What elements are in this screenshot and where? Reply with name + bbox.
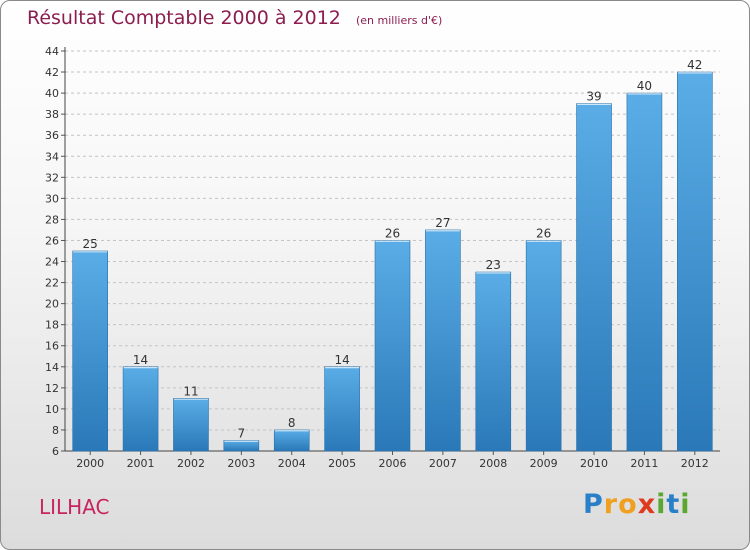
logo-letter: t <box>666 489 681 520</box>
y-tick-label: 10 <box>45 403 59 416</box>
data-label: 11 <box>183 384 198 398</box>
y-tick-label: 38 <box>45 108 59 121</box>
bar <box>626 92 663 452</box>
y-tick-label: 22 <box>45 277 59 290</box>
y-tick-label: 40 <box>45 87 59 100</box>
y-tick-label: 26 <box>45 234 59 247</box>
data-label: 26 <box>385 226 400 240</box>
data-label: 14 <box>334 353 349 367</box>
data-label: 40 <box>637 79 652 93</box>
data-label: 42 <box>687 58 702 72</box>
bar <box>324 366 360 452</box>
x-tick-label: 2009 <box>530 457 558 470</box>
bar <box>72 250 108 452</box>
data-label: 27 <box>435 216 450 230</box>
data-label: 8 <box>288 416 296 430</box>
data-label: 39 <box>586 90 601 104</box>
x-tick-label: 2000 <box>76 457 104 470</box>
y-tick-label: 16 <box>45 340 59 353</box>
logo-letter: i <box>680 489 691 520</box>
y-tick-label: 44 <box>45 45 59 58</box>
x-tick-label: 2011 <box>630 457 658 470</box>
logo-letter: i <box>656 489 667 520</box>
y-tick-label: 8 <box>52 424 59 437</box>
x-tick-label: 2004 <box>278 457 306 470</box>
proxiti-logo: Proxiti <box>583 489 691 520</box>
y-tick-label: 20 <box>45 298 59 311</box>
y-tick-label: 36 <box>45 129 59 142</box>
x-tick-label: 2001 <box>127 457 155 470</box>
data-label: 26 <box>536 226 551 240</box>
y-tick-label: 30 <box>45 192 59 205</box>
logo-letter: P <box>583 489 604 520</box>
bar <box>273 429 310 452</box>
y-tick-label: 18 <box>45 319 59 332</box>
data-label: 23 <box>486 258 501 272</box>
data-label: 25 <box>83 237 98 251</box>
chart-title: Résultat Comptable 2000 à 2012 <box>27 7 341 29</box>
bar <box>122 366 159 452</box>
x-tick-label: 2007 <box>429 457 457 470</box>
y-tick-label: 42 <box>45 66 59 79</box>
y-tick-label: 6 <box>52 445 59 458</box>
data-label: 14 <box>133 353 148 367</box>
y-tick-label: 12 <box>45 382 59 395</box>
data-labels: 25 14 11 7 8 14 26 27 23 26 39 40 42 <box>83 58 703 440</box>
bar <box>425 229 461 452</box>
data-label: 7 <box>238 426 246 440</box>
commune-name: LILHAC <box>39 495 110 519</box>
y-tick-label: 34 <box>45 150 59 163</box>
x-tick-label: 2002 <box>177 457 205 470</box>
bars <box>72 71 713 452</box>
title-row: Résultat Comptable 2000 à 2012 (en milli… <box>27 7 442 29</box>
axes: 6 8 10 12 14 16 18 20 22 24 26 28 30 32 34 36 38 40 42 44 20… <box>45 45 720 470</box>
y-tick-label: 32 <box>45 171 59 184</box>
chart-subtitle: (en milliers d'€) <box>355 14 443 27</box>
bar <box>475 271 512 452</box>
bar <box>374 240 411 452</box>
y-tick-label: 24 <box>45 256 59 269</box>
x-tick-label: 2006 <box>379 457 407 470</box>
bar <box>677 71 713 452</box>
x-tick-label: 2003 <box>227 457 255 470</box>
bar <box>525 240 562 452</box>
y-tick-label: 14 <box>45 361 59 374</box>
x-tick-label: 2005 <box>328 457 356 470</box>
y-tick-label: 28 <box>45 213 59 226</box>
logo-letter: r <box>603 489 619 520</box>
logo-letter: o <box>618 489 638 520</box>
bar <box>223 440 260 452</box>
x-tick-label: 2008 <box>479 457 507 470</box>
logo-letter: x <box>637 489 657 520</box>
bar <box>173 398 209 452</box>
bar <box>576 103 612 452</box>
x-tick-label: 2012 <box>681 457 709 470</box>
x-tick-label: 2010 <box>580 457 608 470</box>
